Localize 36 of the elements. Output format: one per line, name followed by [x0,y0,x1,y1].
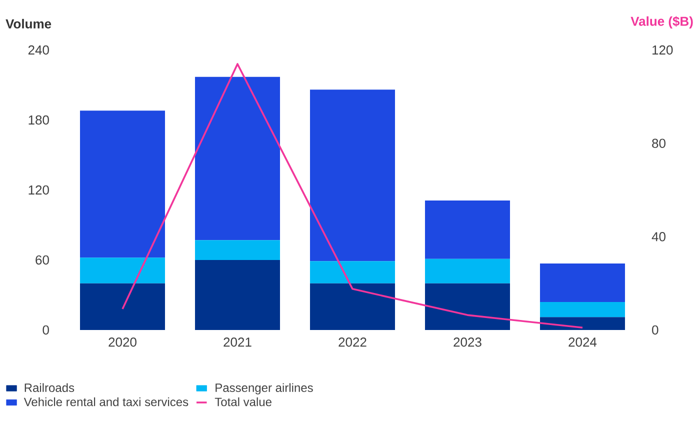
bar [424,200,510,259]
bar [80,258,166,284]
bar [310,283,395,330]
legend-label: Passenger airlines [216,383,313,394]
y2-tick-label: 120 [652,45,673,55]
bar [80,283,166,330]
y2-tick-label: 40 [652,232,666,242]
bar [310,261,395,284]
legend-label: Total value [214,397,272,406]
bar [424,258,510,284]
y2-tick-label: 0 [652,325,658,335]
x-tick-label: 2020 [108,338,136,347]
y-tick-label: 120 [28,185,49,195]
y2-tick-label: 80 [652,138,666,148]
bar [80,110,166,258]
x-tick-label: 2024 [568,338,597,347]
y-tick-label: 240 [28,45,49,55]
bar [195,260,280,330]
y-tick-label: 180 [28,115,49,125]
line-series [122,63,584,329]
x-tick-label: 2023 [454,338,482,347]
legend-label: Railroads [24,383,74,392]
bar [424,283,510,330]
legend-label: Vehicle rental and taxi services [24,397,188,406]
x-tick-label: 2021 [224,338,252,347]
y-tick-label: 60 [36,255,49,265]
bar [540,317,625,330]
bar [195,76,280,240]
y2-axis-title: Value ($B) [630,16,693,28]
bar [195,240,280,260]
bar [540,302,625,318]
y-axis-title: Volume [6,18,52,28]
bar [540,263,625,302]
bar [310,90,395,262]
x-tick-label: 2022 [338,338,366,347]
y-tick-label: 0 [42,325,49,335]
